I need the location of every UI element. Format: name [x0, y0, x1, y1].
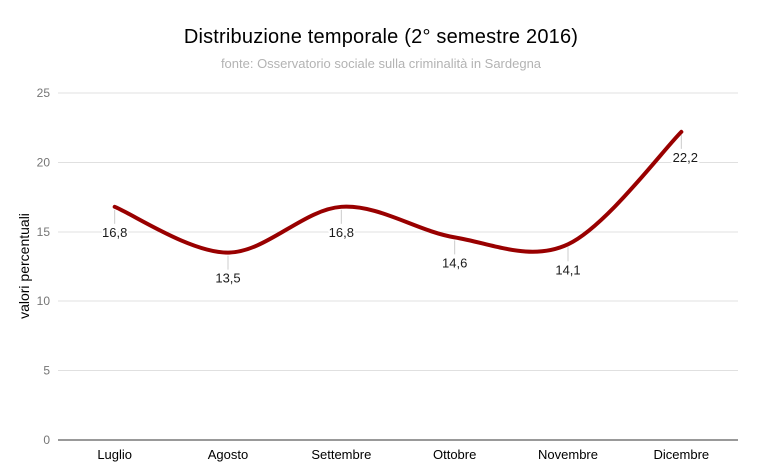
chart-subtitle: fonte: Osservatorio sociale sulla crimin… — [220, 56, 542, 71]
chart-title: Distribuzione temporale (2° semestre 201… — [183, 26, 579, 48]
x-tick-label: Novembre — [538, 447, 598, 462]
y-tick-label: 5 — [43, 364, 50, 378]
y-tick-label: 15 — [37, 225, 51, 239]
y-tick-label: 25 — [37, 86, 51, 100]
x-tick-label: Settembre — [311, 447, 371, 462]
y-tick-label: 0 — [43, 433, 50, 447]
data-label: 16,8 — [102, 225, 127, 240]
data-label: 14,6 — [442, 255, 467, 270]
data-label: 16,8 — [329, 225, 354, 240]
data-label: 14,1 — [555, 262, 580, 277]
series-line — [112, 129, 684, 255]
x-tick-label: Luglio — [97, 447, 132, 462]
data-label: 13,5 — [215, 271, 240, 286]
x-tick-label: Ottobre — [433, 447, 476, 462]
x-tick-label: Agosto — [208, 447, 248, 462]
x-tick-label: Dicembre — [654, 447, 710, 462]
data-label: 22,2 — [673, 150, 698, 165]
y-tick-label: 20 — [37, 155, 51, 169]
y-tick-label: 10 — [37, 294, 51, 308]
